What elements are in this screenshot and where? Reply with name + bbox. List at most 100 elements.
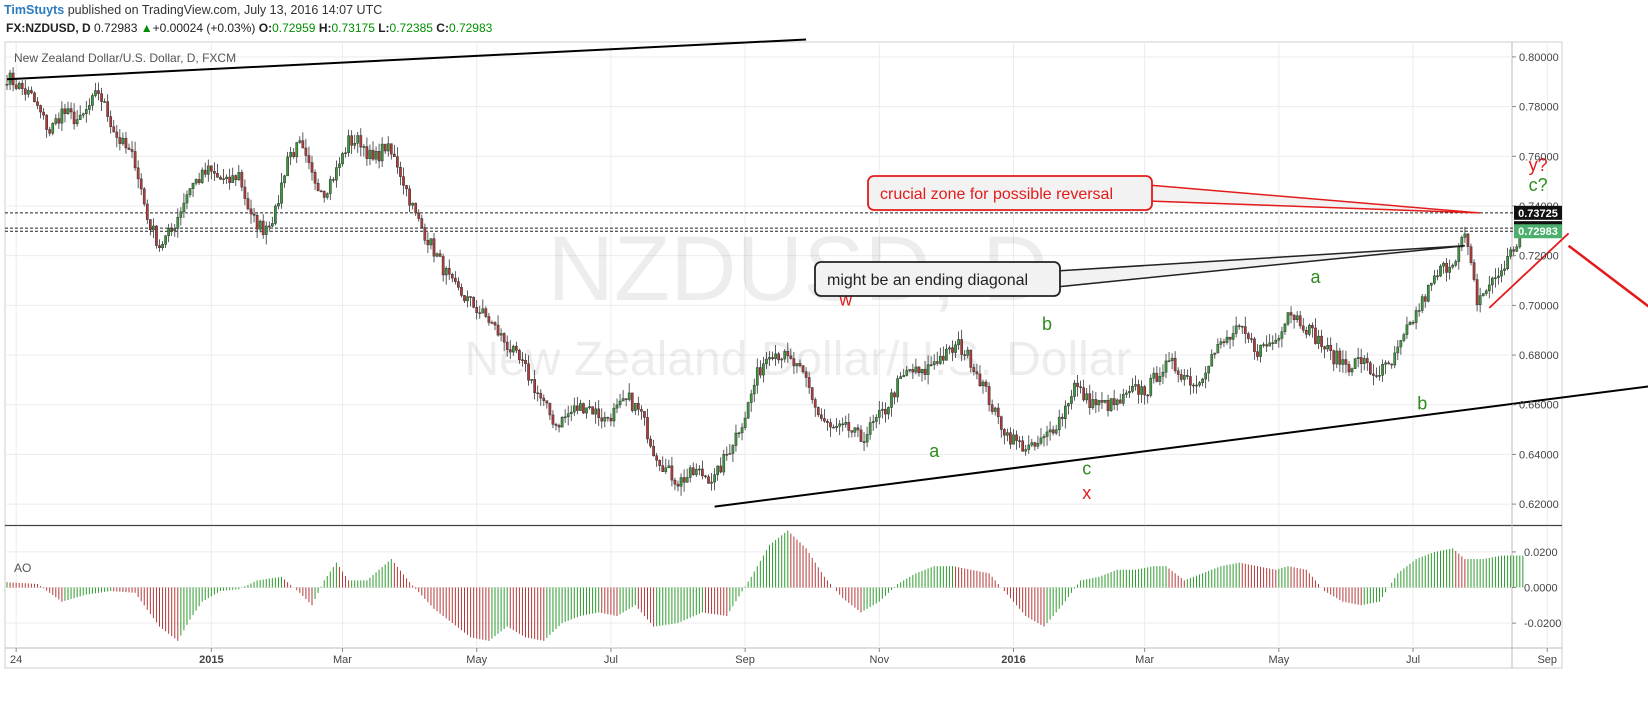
candle-body — [560, 416, 564, 428]
candle-body — [606, 417, 610, 419]
candle-body — [1189, 376, 1192, 386]
callout-pointer — [1055, 244, 1465, 288]
candle-body — [258, 220, 262, 230]
candle-body — [490, 322, 494, 324]
candle-body — [14, 84, 18, 89]
candle-body — [551, 414, 555, 425]
candle-body — [823, 418, 826, 422]
candle-body — [328, 179, 332, 194]
candle-body — [722, 454, 726, 473]
candle-body — [298, 140, 302, 143]
callouts[interactable]: crucial zone for possible reversal might … — [814, 175, 1481, 297]
candle-body — [1051, 429, 1055, 434]
candle-body — [615, 404, 619, 409]
candle-body — [359, 135, 363, 148]
candle-body — [1491, 277, 1494, 286]
price-tag-box — [1514, 205, 1562, 220]
candle-body — [97, 90, 100, 94]
candle-body — [1481, 293, 1485, 296]
candle-body — [170, 227, 174, 231]
candle-body — [20, 83, 24, 89]
candle-body — [1405, 324, 1409, 335]
candle-body — [457, 281, 460, 288]
candle-body — [813, 399, 817, 408]
candle-body — [78, 114, 82, 120]
candle-body — [1228, 336, 1232, 340]
candle-body — [152, 225, 155, 231]
candle-body — [1021, 440, 1024, 452]
ao-axis[interactable]: 0.0200 0.0000 -0.0200 — [1512, 547, 1561, 630]
candle-body — [1295, 315, 1299, 321]
candle-body — [954, 344, 957, 353]
candle-body — [942, 355, 945, 361]
candle-body — [1320, 335, 1323, 347]
candle-body — [1042, 436, 1046, 439]
candle-body — [832, 426, 835, 429]
candle-body — [228, 176, 232, 183]
candle-body — [1347, 364, 1351, 373]
candle-body — [277, 203, 280, 207]
candle-body — [341, 153, 344, 165]
candle-body — [1149, 377, 1153, 396]
candle-body — [694, 468, 698, 475]
candle-body — [801, 365, 805, 372]
candle-body — [1454, 261, 1458, 266]
candle-body — [862, 441, 866, 443]
candle-body — [746, 402, 750, 419]
candle-body — [701, 468, 704, 477]
ao-tick-label: -0.0200 — [1524, 618, 1561, 630]
candle-body — [121, 137, 125, 144]
time-axis[interactable]: 242015MarMayJulSepNov2016MarMayJulSepNov — [10, 648, 1648, 666]
change-value: +0.00024 (+0.03%) — [152, 21, 256, 35]
wave-label: b — [1042, 314, 1052, 334]
candle-body — [1170, 357, 1174, 361]
candle-body — [743, 417, 747, 428]
candle-body — [417, 212, 421, 219]
candle-body — [1097, 400, 1101, 406]
price-axis[interactable]: 0.800000.780000.760000.740000.720000.700… — [1512, 52, 1559, 511]
candle-body — [295, 142, 299, 157]
candle-body — [902, 375, 906, 377]
candle-body — [777, 353, 780, 361]
publish-info: TimStuyts published on TradingView.com, … — [4, 3, 382, 21]
candle-body — [191, 182, 195, 189]
candle-body — [1009, 432, 1012, 445]
candle-body — [72, 111, 76, 125]
candle-body — [1155, 372, 1159, 382]
candle-body — [1192, 384, 1195, 387]
watermark-name: New Zealand Dollar/U.S. Dollar — [465, 333, 1132, 386]
candle-body — [63, 108, 67, 114]
candle-body — [1088, 393, 1092, 408]
author-name[interactable]: TimStuyts — [4, 3, 65, 17]
candle-body — [1213, 352, 1217, 355]
candle-body — [142, 188, 146, 205]
publish-text: published on TradingView.com, July 13, 2… — [67, 3, 383, 17]
candle-body — [332, 179, 335, 181]
candle-body — [1143, 386, 1147, 396]
candle-body — [1268, 342, 1272, 347]
candle-body — [972, 367, 976, 372]
candle-body — [670, 465, 674, 481]
trend-line — [714, 385, 1648, 508]
candle-body — [515, 345, 518, 351]
candle-body — [557, 425, 561, 428]
candle-body — [1512, 249, 1516, 252]
wave-label: c — [1082, 458, 1091, 478]
candle-body — [579, 403, 582, 411]
projection-arrow[interactable] — [1567, 244, 1648, 348]
horizontal-levels[interactable] — [5, 212, 1562, 232]
candle-body — [1301, 325, 1305, 331]
trend-lines[interactable] — [6, 38, 1648, 508]
candle-body — [1503, 268, 1506, 271]
candle-body — [396, 156, 399, 168]
candle-body — [795, 363, 799, 367]
candle-body — [1311, 324, 1314, 329]
candle-body — [1195, 384, 1198, 387]
candle-body — [917, 366, 921, 373]
low-value: 0.72385 — [389, 21, 433, 35]
candle-body — [1240, 325, 1244, 328]
candle-body — [188, 188, 192, 195]
candle-body — [792, 358, 796, 367]
candle-body — [993, 407, 997, 412]
